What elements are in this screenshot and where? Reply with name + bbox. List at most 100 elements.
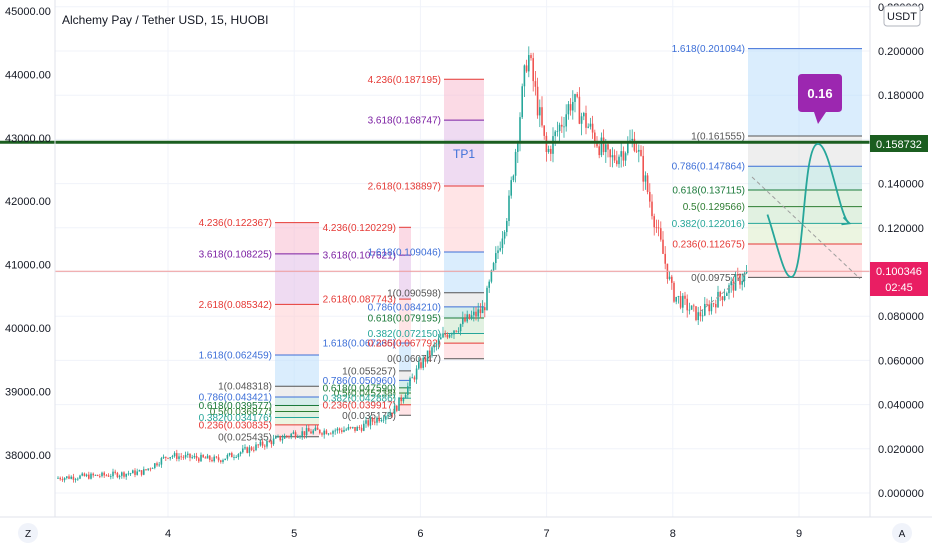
projection-path[interactable]	[766, 142, 851, 278]
candle-body	[327, 433, 330, 435]
candle-body	[112, 471, 114, 477]
candle-body	[151, 467, 154, 469]
candle-body	[466, 314, 468, 322]
chart-title: Alchemy Pay / Tether USD, 15, HUOBI	[62, 13, 269, 27]
candle-body	[602, 137, 605, 153]
candle-body	[646, 175, 649, 192]
candle-body	[565, 114, 567, 127]
candle-body	[459, 324, 462, 332]
candle-body	[644, 175, 647, 182]
fib-level-label: 0.618(0.047590)	[323, 383, 396, 394]
candle-body	[611, 155, 614, 158]
candle-body	[336, 428, 339, 431]
fib-zone	[444, 79, 484, 121]
callout-bubble	[798, 74, 842, 124]
currency-button[interactable]: USDT	[883, 5, 921, 27]
candle-body	[455, 330, 457, 332]
fib-level-label: 0.382(0.072150)	[368, 329, 441, 340]
candle-body	[147, 468, 149, 470]
candle-body	[325, 430, 328, 435]
candle-body	[519, 117, 521, 144]
fib-level-label: 0(0.025435)	[218, 432, 272, 443]
candle-body	[409, 378, 411, 387]
fib-level-label: 0.618(0.137115)	[672, 185, 745, 196]
time-axis-tick: 8	[670, 528, 676, 540]
fib-extension-3[interactable]: 4.236(0.187195) 3.618(0.168747) 2.618(0.13…	[368, 75, 484, 365]
candle-body	[145, 469, 147, 471]
candle-body	[57, 477, 59, 479]
candle-body	[178, 456, 180, 459]
candle-body	[497, 250, 499, 254]
candle-body	[378, 417, 380, 422]
fibonacci-drawings[interactable]: 4.236(0.122367) 3.618(0.108225) 2.618(0.08…	[199, 44, 862, 443]
candle-body	[321, 433, 323, 435]
candle-body	[310, 431, 312, 434]
auto-scale-button[interactable]: A	[892, 523, 912, 543]
fib-extension-4[interactable]: 1.618(0.201094) 1(0.161555) 0.786(0.147864…	[672, 44, 862, 284]
candle-body	[237, 454, 240, 458]
candle-body	[356, 427, 358, 431]
candle-body	[633, 138, 636, 151]
candle-body	[132, 470, 134, 474]
candle-body	[737, 274, 739, 276]
candle-body	[561, 124, 563, 127]
dashed-trend-line-2[interactable]	[699, 271, 749, 313]
candle-body	[618, 156, 620, 165]
candle-body	[448, 334, 451, 338]
left-axis-tick: 38000.00	[5, 450, 51, 462]
candle-body	[411, 377, 413, 379]
candle-body	[662, 239, 664, 254]
candle-body	[693, 305, 695, 307]
fib-zone	[399, 299, 411, 344]
left-axis-tick: 42000.00	[5, 196, 51, 208]
candle-body	[191, 457, 193, 458]
price-callout[interactable]: 0.16	[798, 74, 842, 124]
fib-level-label: 0.5(0.045238)	[334, 389, 396, 400]
candle-body	[547, 148, 550, 152]
left-price-axis[interactable]: 45000.00 44000.00 43000.00 42000.00 41000.00…	[5, 6, 51, 462]
fib-level-label: 0.618(0.039577)	[199, 401, 272, 412]
candle-body	[121, 472, 123, 476]
candle-body	[110, 476, 112, 478]
candle-body	[195, 455, 198, 459]
candle-body	[228, 453, 231, 456]
candle-body	[68, 476, 70, 479]
candle-body	[723, 295, 726, 301]
candle-body	[332, 431, 334, 434]
candle-body	[585, 113, 587, 128]
candle-body	[277, 435, 279, 437]
candle-body	[514, 151, 517, 176]
candle-body	[609, 149, 611, 158]
candle-body	[101, 472, 103, 477]
candle-body	[369, 418, 372, 426]
fib-extension-2[interactable]: 4.236(0.120229) 3.618(0.107621) 2.618(0.08…	[323, 223, 411, 422]
candle-body	[239, 452, 242, 455]
dashed-trend-line[interactable]	[751, 176, 861, 279]
candle-body	[580, 116, 583, 124]
candle-body	[627, 142, 629, 154]
candle-body	[292, 432, 295, 434]
currency-button-label: USDT	[887, 11, 917, 23]
right-axis-tick: 0.120000	[878, 223, 924, 235]
candle-body	[464, 318, 466, 322]
candle-body	[699, 312, 702, 317]
candle-body	[180, 456, 182, 458]
projection-arrowhead	[841, 216, 852, 226]
time-axis-tick: 7	[544, 528, 550, 540]
candle-body	[728, 285, 730, 294]
candle-body	[66, 476, 68, 478]
candle-body	[162, 456, 165, 459]
candle-body	[88, 474, 90, 479]
candle-body	[594, 132, 596, 144]
fib-level-label: 0.382(0.122016)	[672, 219, 745, 230]
time-axis[interactable]: 4 5 6 7 8 9	[165, 528, 802, 540]
fib-extension-1[interactable]: 4.236(0.122367) 3.618(0.108225) 2.618(0.08…	[199, 218, 319, 443]
zoom-corner-button[interactable]: Z	[18, 523, 38, 543]
candle-body	[572, 101, 574, 111]
candle-body	[444, 333, 446, 335]
candle-body	[94, 474, 97, 476]
candle-body	[358, 427, 361, 428]
candle-body	[136, 471, 138, 475]
candle-body	[437, 339, 440, 345]
